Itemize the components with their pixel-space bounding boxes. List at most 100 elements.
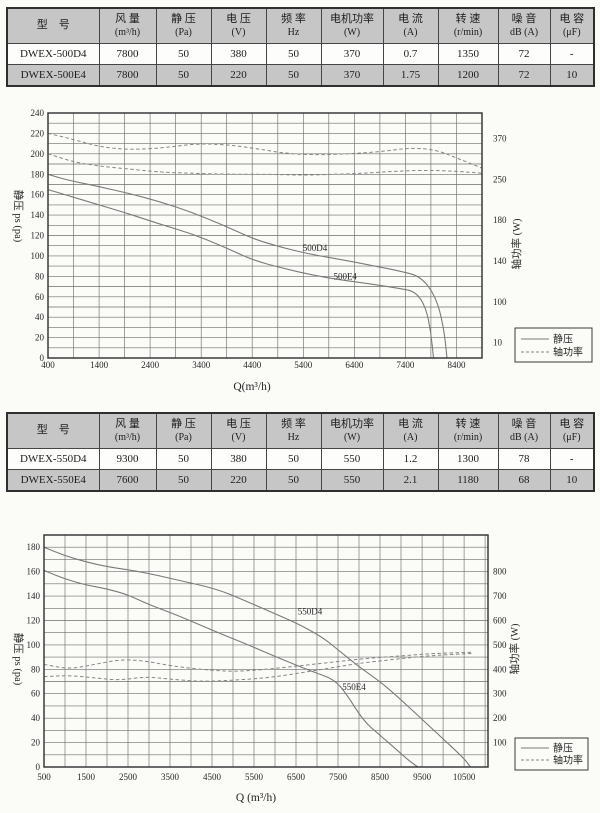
y-tick-label-right: 140 bbox=[493, 256, 507, 266]
spec-cell-voltage: 220 bbox=[210, 64, 267, 87]
y-tick-label-left: 40 bbox=[31, 713, 41, 723]
y-tick-label-right: 700 bbox=[493, 591, 507, 601]
curve-550E4-power bbox=[43, 652, 473, 682]
col-header-line1: 型 号 bbox=[36, 424, 70, 437]
spec-cell-voltage: 380 bbox=[210, 448, 267, 470]
spec-cell-speed: 1180 bbox=[437, 469, 499, 492]
y-tick-label-left: 120 bbox=[31, 231, 45, 241]
y-tick-label-right: 250 bbox=[493, 174, 507, 184]
y-tick-label-right: 500 bbox=[493, 640, 507, 650]
curve-550E4-static bbox=[43, 569, 419, 768]
plot-border bbox=[47, 112, 483, 359]
legend-item-label: 静压 bbox=[553, 333, 573, 346]
spec-cell-static-pressure: 50 bbox=[155, 64, 212, 87]
performance-chart-dwex-500: 400 1400 2400 3400 4400 5400 6400 7400 8400 0 20 40… bbox=[12, 108, 593, 393]
col-header-line1: 转 速 bbox=[455, 417, 481, 430]
curve-550D4-power bbox=[43, 651, 473, 672]
y-tick-label-left: 160 bbox=[31, 190, 45, 200]
curve-500D4-power bbox=[47, 132, 483, 169]
col-header-line1: 型 号 bbox=[36, 19, 70, 32]
spec-cell-motor-power: 370 bbox=[320, 43, 384, 65]
x-tick-label: 5500 bbox=[245, 772, 264, 782]
x-tick-label: 3500 bbox=[161, 772, 180, 782]
y-tick-label-right: 400 bbox=[493, 664, 507, 674]
x-tick-label: 2500 bbox=[119, 772, 138, 782]
col-header-unit: dB (A) bbox=[509, 431, 539, 443]
col-header-frequency: 频 率 Hz bbox=[265, 412, 322, 449]
col-header-unit: (A) bbox=[403, 26, 418, 38]
curve-label: 550D4 bbox=[298, 606, 323, 616]
y-tick-label-left: 100 bbox=[31, 251, 45, 261]
col-header-model: 型 号 bbox=[6, 7, 100, 44]
col-header-current: 电 流 (A) bbox=[382, 7, 439, 44]
spec-cell-noise: 68 bbox=[497, 469, 551, 492]
y-axis-title-left: 静压 ps (pa) bbox=[12, 190, 25, 243]
col-header-line1: 电 流 bbox=[398, 417, 423, 430]
x-tick-label: 5400 bbox=[294, 360, 313, 370]
y-tick-label-left: 60 bbox=[31, 689, 41, 699]
x-axis-title: Q (m³/h) bbox=[236, 792, 276, 804]
table-row: DWEX-550E4 7600 50 220 50 550 2.1 1180 68 10 bbox=[6, 469, 595, 492]
header-row: 型 号 风 量 (m³/h) 静 压 (Pa) 电 压 (V) 频 率 Hz 电机功率 (W) 电 流… bbox=[6, 412, 595, 449]
col-header-unit: (r/min) bbox=[453, 26, 483, 38]
col-header-motor-power: 电机功率 (W) bbox=[320, 7, 384, 44]
col-header-line1: 噪 音 bbox=[511, 417, 537, 430]
col-header-static-pressure: 静 压 (Pa) bbox=[155, 412, 212, 449]
y-tick-label-left: 60 bbox=[35, 292, 45, 302]
spec-table-dwex-550: 型 号 风 量 (m³/h) 静 压 (Pa) 电 压 (V) 频 率 Hz 电机功率 (W) 电 流… bbox=[6, 412, 595, 492]
spec-cell-frequency: 50 bbox=[265, 64, 322, 87]
legend-item-label: 轴功率 bbox=[553, 754, 583, 767]
spec-cell-static-pressure: 50 bbox=[155, 469, 212, 492]
y-tick-label-right: 100 bbox=[493, 297, 507, 307]
legend-box bbox=[514, 327, 593, 363]
col-header-unit: (V) bbox=[231, 26, 246, 38]
col-header-noise: 噪 音 dB (A) bbox=[497, 7, 551, 44]
col-header-line1: 电机功率 bbox=[330, 417, 374, 430]
spec-cell-model: DWEX-500D4 bbox=[6, 43, 100, 65]
col-header-unit: Hz bbox=[287, 26, 300, 38]
col-header-line1: 静 压 bbox=[171, 12, 196, 25]
col-header-unit: (A) bbox=[403, 431, 418, 443]
y-tick-label-left: 80 bbox=[35, 271, 45, 281]
col-header-static-pressure: 静 压 (Pa) bbox=[155, 7, 212, 44]
y-tick-label-right: 180 bbox=[493, 215, 507, 225]
x-tick-label: 1400 bbox=[90, 360, 109, 370]
spec-cell-airflow: 7800 bbox=[98, 43, 157, 65]
x-tick-label: 3400 bbox=[192, 360, 211, 370]
table-row: DWEX-500E4 7800 50 220 50 370 1.75 1200 72 10 bbox=[6, 64, 595, 87]
spec-cell-motor-power: 550 bbox=[320, 469, 384, 492]
col-header-unit: (m³/h) bbox=[114, 431, 141, 443]
spec-table-dwex-500: 型 号风 量 (m³/h) 静 压 (Pa) 电 压 (V) 频 率 Hz 电机功率 (W) 电 流… bbox=[6, 7, 595, 87]
col-header-capacitance: 电 容 (μF) bbox=[549, 7, 595, 44]
y-tick-label-left: 180 bbox=[27, 542, 41, 552]
y-tick-label-right: 370 bbox=[493, 134, 507, 144]
y-tick-label-left: 240 bbox=[31, 108, 45, 118]
y-tick-label-left: 140 bbox=[31, 210, 45, 220]
spec-cell-model: DWEX-550D4 bbox=[6, 448, 100, 470]
table-row: DWEX-550D4 9300 50 380 50 550 1.2 1300 78- bbox=[6, 448, 595, 470]
col-header-unit: (W) bbox=[343, 431, 361, 443]
spec-cell-capacitance: 10 bbox=[549, 469, 595, 492]
y-tick-label-left: 100 bbox=[27, 640, 41, 650]
x-tick-label: 2400 bbox=[141, 360, 160, 370]
col-header-unit: (m³/h) bbox=[114, 26, 141, 38]
col-header-unit: (V) bbox=[231, 431, 246, 443]
spec-cell-frequency: 50 bbox=[265, 469, 322, 492]
y-tick-label-left: 20 bbox=[31, 738, 41, 748]
col-header-line1: 电 压 bbox=[226, 417, 251, 430]
y-tick-label-right: 100 bbox=[493, 738, 507, 748]
spec-cell-speed: 1200 bbox=[437, 64, 499, 87]
x-tick-label: 6400 bbox=[345, 360, 364, 370]
col-header-line1: 电机功率 bbox=[330, 12, 374, 25]
x-tick-label: 7500 bbox=[329, 772, 348, 782]
y-tick-label-left: 220 bbox=[31, 128, 45, 138]
curve-label: 500D4 bbox=[303, 243, 328, 253]
spec-cell-current: 1.75 bbox=[382, 64, 439, 87]
col-header-current: 电 流 (A) bbox=[382, 412, 439, 449]
col-header-airflow: 风 量 (m³/h) bbox=[98, 7, 157, 44]
col-header-unit: (Pa) bbox=[175, 26, 192, 38]
